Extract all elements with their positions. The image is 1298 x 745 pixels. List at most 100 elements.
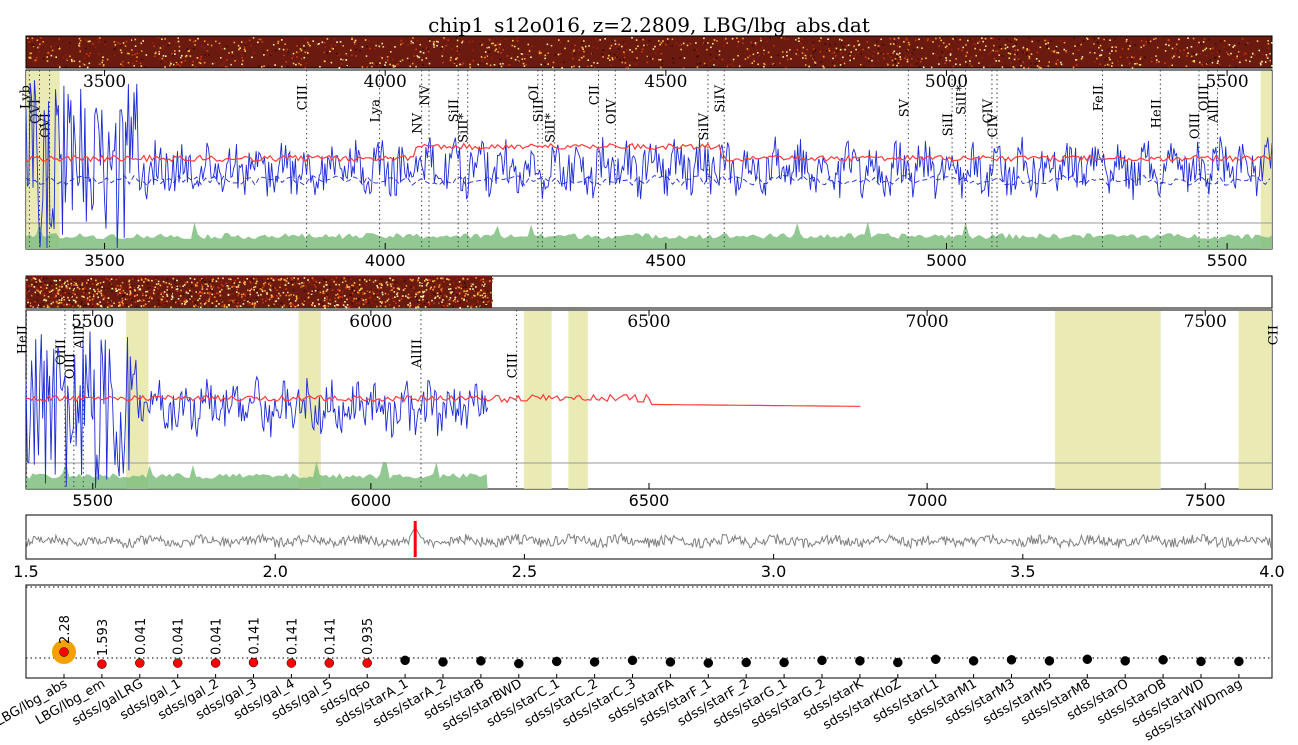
strip-pixel [1127,42,1129,44]
strip-pixel [1134,63,1136,65]
strip-pixel [128,287,131,289]
strip-pixel [38,51,41,53]
strip-pixel [66,58,68,60]
strip-pixel [219,65,222,67]
strip-pixel [926,39,929,42]
strip-pixel [1190,46,1193,48]
strip-pixel [231,300,234,302]
strip-pixel [812,51,815,54]
strip-pixel [407,44,409,46]
strip-pixel [197,293,200,295]
strip-pixel [61,283,63,286]
strip-pixel [1269,52,1271,55]
x-tick-label-top: 4000 [364,72,407,92]
strip-pixel [60,294,62,297]
strip-pixel [750,41,753,44]
strip-pixel [617,48,620,50]
strip-pixel [128,280,130,283]
strip-pixel [226,286,228,289]
line-label: SiII* [457,113,472,143]
strip-pixel [562,61,565,64]
strip-pixel [363,278,366,281]
strip-pixel [894,60,896,63]
strip-pixel [1053,50,1056,52]
strip-pixel [176,285,179,288]
strip-pixel [227,294,230,296]
strip-pixel [429,294,431,297]
strip-pixel [28,285,30,287]
strip-pixel [258,65,260,67]
strip-pixel [191,281,193,284]
strip-pixel [877,48,880,50]
strip-pixel [871,55,874,57]
strip-pixel [40,290,43,292]
strip-pixel [388,65,391,68]
strip-pixel [271,295,273,298]
strip-pixel [122,64,124,67]
strip-pixel [462,286,465,289]
strip-pixel [1191,60,1193,63]
strip-pixel [267,279,269,282]
strip-pixel [829,43,831,46]
spectrum-lower-2d-pixels [26,277,494,309]
strip-pixel [78,288,81,290]
strip-pixel [1028,37,1031,39]
strip-pixel [351,302,354,305]
strip-pixel [139,288,141,290]
strip-pixel [583,50,585,53]
strip-pixel [208,281,211,283]
strip-pixel [409,304,412,307]
strip-pixel [1076,49,1079,51]
strip-pixel [103,304,106,307]
strip-pixel [275,277,278,280]
strip-pixel [867,46,870,49]
strip-pixel [455,301,458,303]
strip-pixel [234,60,236,62]
strip-pixel [119,297,121,299]
strip-pixel [228,304,230,306]
strip-pixel [215,40,217,43]
strip-pixel [59,66,61,68]
strip-pixel [227,287,230,290]
strip-pixel [39,291,41,294]
template-fit [25,142,1273,163]
strip-pixel [254,282,256,284]
strip-pixel [158,303,160,305]
strip-pixel [1251,51,1254,54]
strip-pixel [336,304,338,306]
strip-pixel [485,304,487,306]
strip-pixel [590,65,593,67]
strip-pixel [1130,41,1132,43]
strip-pixel [581,46,583,49]
strip-pixel [1051,50,1053,52]
strip-pixel [190,295,193,298]
strip-pixel [43,283,46,286]
strip-pixel [98,41,100,43]
strip-pixel [111,287,113,290]
strip-pixel [264,290,266,292]
strip-pixel [459,63,461,66]
strip-pixel [737,54,739,57]
strip-pixel [330,61,333,64]
strip-pixel [229,278,232,281]
strip-pixel [257,294,260,297]
strip-pixel [804,64,807,66]
strip-pixel [72,305,74,308]
strip-pixel [199,279,202,282]
strip-pixel [1158,61,1160,63]
strip-pixel [235,306,237,309]
strip-pixel [438,284,441,286]
strip-pixel [368,296,371,299]
strip-pixel [1047,42,1049,44]
strip-pixel [262,283,265,285]
strip-pixel [79,65,81,68]
strip-pixel [160,298,163,301]
strip-pixel [1145,40,1147,43]
strip-pixel [293,277,295,279]
strip-pixel [323,293,326,295]
strip-pixel [122,42,125,44]
strip-pixel [231,281,234,283]
strip-pixel [131,285,133,287]
strip-pixel [152,280,155,283]
strip-pixel [487,301,489,303]
